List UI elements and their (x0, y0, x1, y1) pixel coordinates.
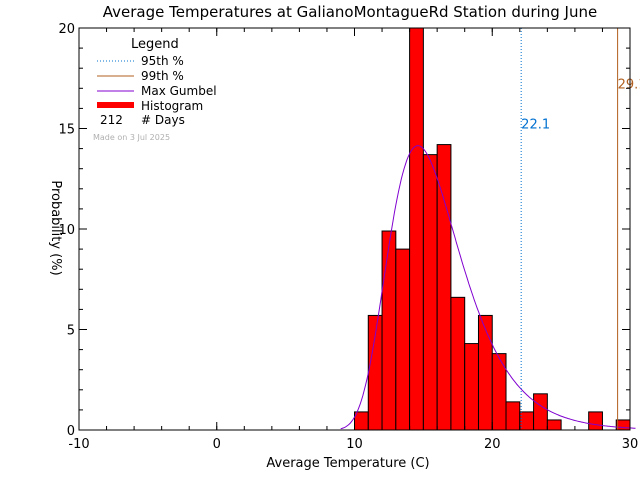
x-tick-label-3: 20 (484, 437, 501, 452)
legend-95th-label: 95th % (141, 54, 184, 68)
x-tick-label-1: 0 (213, 437, 221, 452)
y-tick-label-2: 10 (58, 223, 75, 238)
percentile-label-0: 22.1 (521, 118, 550, 133)
x-tick-label-4: 30 (622, 437, 639, 452)
histogram-bar-3 (395, 248, 411, 431)
histogram-bar-14 (546, 419, 562, 431)
y-tick-label-0: 0 (67, 424, 75, 439)
histogram-bar-10 (491, 353, 507, 431)
histogram-bar-15 (588, 411, 603, 431)
percentile-label-1: 29.1 (618, 77, 640, 92)
made-on-stamp: Made on 3 Jul 2025 (93, 133, 170, 142)
legend-gumbel-label: Max Gumbel (141, 84, 217, 98)
histogram-bar-4 (409, 27, 424, 431)
histogram-bar-5 (422, 154, 438, 431)
histogram-bar-13 (533, 393, 548, 431)
histogram-bar-12 (519, 411, 535, 431)
x-tick-label-0: -10 (68, 437, 89, 452)
histogram-bars (354, 27, 631, 431)
histogram-bar-16 (615, 419, 631, 431)
histogram-bar-7 (450, 296, 466, 431)
legend: Legend 95th % 99th % Max Gumbel Histogra… (93, 37, 217, 142)
legend-histogram-label: Histogram (141, 99, 203, 113)
legend-99th-label: 99th % (141, 69, 184, 83)
percentile-lines: 22.1 29.1 (520, 28, 640, 430)
legend-days-label: # Days (141, 113, 185, 127)
y-tick-label-3: 15 (58, 123, 75, 138)
legend-histogram-swatch (97, 102, 134, 108)
legend-title: Legend (131, 37, 179, 52)
y-tick-label-4: 20 (58, 22, 75, 37)
histogram-bar-6 (436, 144, 452, 431)
histogram-bar-11 (505, 401, 521, 431)
gumbel-curve (340, 145, 636, 430)
legend-days-count: 212 (100, 113, 123, 127)
x-axis-label: Average Temperature (C) (266, 456, 429, 471)
x-axis-ticks: -10 0 10 20 30 (68, 28, 638, 452)
y-axis-label: Probability (%) (48, 180, 63, 275)
histogram-bar-0 (354, 411, 369, 431)
histogram-bar-2 (381, 230, 397, 431)
x-tick-label-2: 10 (346, 437, 363, 452)
chart-title: Average Temperatures at GalianoMontagueR… (103, 3, 597, 21)
y-axis-ticks: 0 5 10 15 20 (58, 22, 630, 439)
y-tick-label-1: 5 (67, 324, 75, 339)
histogram-bar-9 (477, 314, 493, 431)
histogram-bar-8 (464, 343, 479, 431)
